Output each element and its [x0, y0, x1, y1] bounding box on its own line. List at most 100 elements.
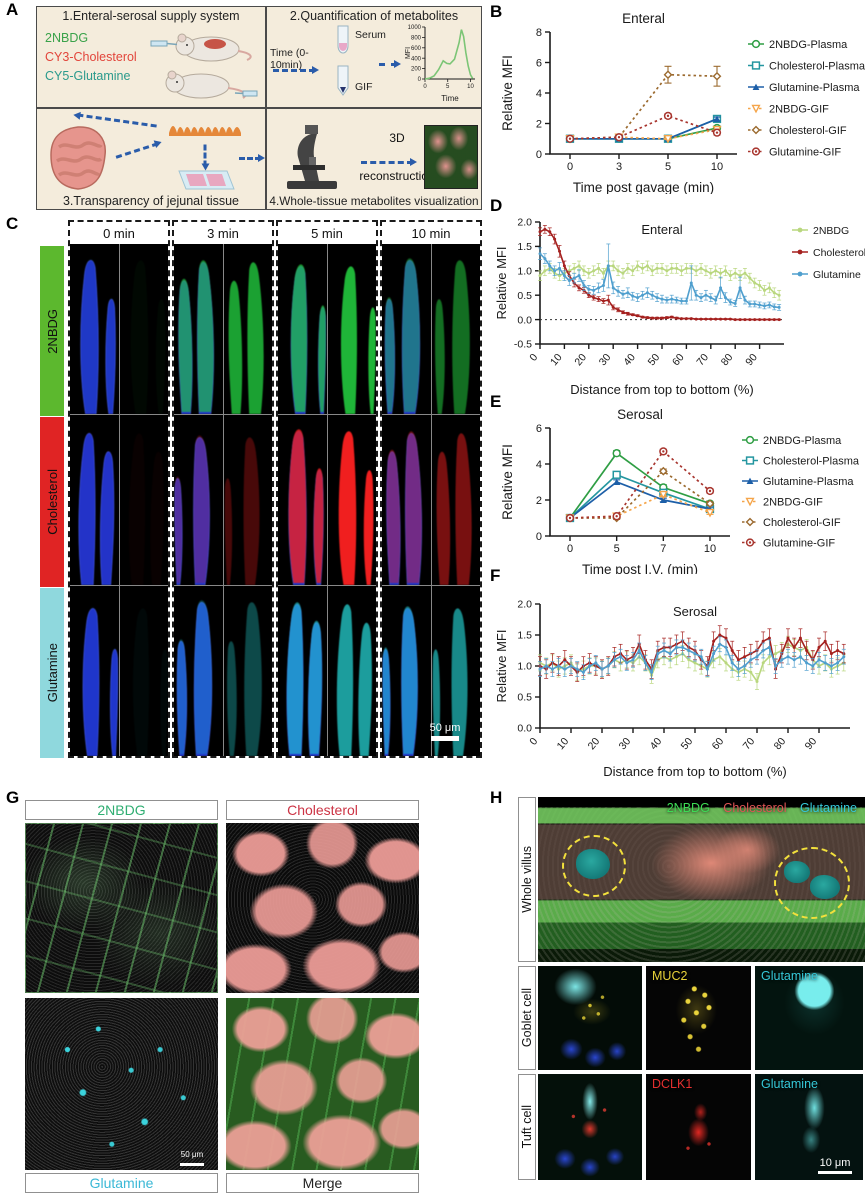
micrograph-2nbdg-3min-merge — [174, 244, 223, 414]
svg-text:Distance from top to bottom (%: Distance from top to bottom (%) — [570, 382, 754, 397]
svg-text:60: 60 — [670, 351, 687, 368]
svg-text:80: 80 — [719, 351, 736, 368]
row-label-2nbdg: 2NBDG — [44, 308, 60, 354]
reconstruction-label-line1: 3D — [389, 131, 405, 145]
svg-text:-0.5: -0.5 — [514, 339, 532, 351]
svg-text:Enteral: Enteral — [622, 11, 665, 26]
time-block-0min: 0 min — [68, 220, 170, 758]
svg-text:40: 40 — [648, 735, 665, 752]
svg-text:10: 10 — [548, 351, 565, 368]
panelA-box2: 2.Quantification of metabolites Time (0-… — [266, 6, 482, 108]
row-bar-cholesterol: Cholesterol — [40, 417, 64, 587]
svg-text:2NBDG-Plasma: 2NBDG-Plasma — [769, 39, 848, 51]
micrograph-glutamine-0min-merge — [70, 586, 119, 756]
panel-label-d: D — [490, 196, 503, 215]
micrograph-cholesterol-5min-channel — [327, 415, 376, 585]
panel-label-g: G — [6, 788, 20, 807]
svg-text:0.0: 0.0 — [517, 314, 532, 326]
svg-text:Cholesterol-GIF: Cholesterol-GIF — [769, 125, 847, 137]
chart-serosal-time: 0 2 4 6 0 5 7 10 Serosal Relative MFI Time post I.… — [500, 407, 860, 574]
svg-text:0: 0 — [536, 149, 542, 161]
mouse-gavage-illustration — [150, 33, 252, 62]
panel-label-e: E — [490, 392, 502, 411]
svg-text:Cholesterol-Plasma: Cholesterol-Plasma — [763, 455, 860, 467]
svg-text:2.0: 2.0 — [517, 599, 532, 611]
svg-text:6: 6 — [536, 57, 542, 69]
goblet-glutamine-label: Glutamine — [761, 969, 818, 983]
svg-text:2NBDG: 2NBDG — [813, 225, 849, 237]
panel-label-b: B — [490, 2, 503, 21]
svg-text:1.0: 1.0 — [517, 265, 532, 277]
tracer-2nbdg-label: 2NBDG — [45, 31, 89, 45]
time-header-10min: 10 min — [382, 222, 480, 244]
legend-2nbdg: 2NBDG — [666, 801, 710, 815]
h-image-goblet-glutamine: Glutamine — [755, 966, 863, 1070]
arrow-strip-to-slide — [203, 144, 207, 167]
micrograph-cholesterol-0min-channel — [119, 415, 168, 585]
panelA-box1-title: 1.Enteral-serosal supply system — [62, 9, 240, 23]
svg-text:10: 10 — [467, 84, 474, 90]
svg-text:20: 20 — [586, 735, 603, 752]
microscope-icon — [287, 125, 337, 189]
chart-enteral-time: 0 2 4 6 8 0 3 5 10 Enteral Relative MFI Time post g… — [500, 11, 865, 194]
svg-text:1.0: 1.0 — [517, 661, 532, 673]
gif-label: GIF — [355, 81, 373, 93]
reconstruction-label-line2: reconstruction — [359, 169, 435, 183]
svg-text:Enteral: Enteral — [641, 222, 682, 237]
micrograph-2nbdg-0min-merge — [70, 244, 119, 414]
svg-text:Glutamine-Plasma: Glutamine-Plasma — [763, 476, 854, 488]
svg-text:80: 80 — [772, 735, 789, 752]
svg-text:50: 50 — [679, 735, 696, 752]
g-image-2nbdg — [25, 823, 218, 993]
svg-text:0.5: 0.5 — [517, 290, 532, 302]
svg-text:Cholesterol-GIF: Cholesterol-GIF — [763, 517, 841, 529]
svg-text:Serosal: Serosal — [673, 604, 717, 619]
chart-serosal-profile: 0.0 0.5 1.0 1.5 2.0 0 10 20 30 40 50 60 70 80 90 Serosa… — [494, 599, 850, 779]
villus-strip-illustration — [169, 126, 241, 136]
micrograph-cholesterol-10min-merge — [382, 415, 431, 585]
svg-text:30: 30 — [597, 351, 614, 368]
svg-text:2NBDG-GIF: 2NBDG-GIF — [763, 496, 823, 508]
svg-text:5: 5 — [614, 543, 620, 555]
highlight-ring-left — [562, 835, 626, 897]
time-block-3min: 3 min — [172, 220, 274, 758]
svg-text:0: 0 — [418, 77, 422, 83]
arrow-tubes-to-chart — [379, 60, 401, 68]
micrograph-cholesterol-3min-channel — [223, 415, 272, 585]
svg-text:0: 0 — [527, 351, 540, 363]
panel-label-c: C — [6, 214, 19, 233]
arrow-time-to-tubes — [273, 66, 319, 74]
svg-text:5: 5 — [665, 161, 671, 173]
h-image-tuft-merge — [538, 1074, 642, 1180]
svg-text:0: 0 — [423, 84, 427, 90]
micrograph-2nbdg-5min-channel — [327, 244, 376, 414]
h-row-label-goblet: Goblet cell — [518, 966, 536, 1070]
svg-text:0: 0 — [567, 543, 573, 555]
svg-text:0: 0 — [527, 735, 540, 747]
chart-enteral-profile: -0.5 0.0 0.5 1.0 1.5 2.0 0 10 20 30 40 50 60 70 80 90 En… — [494, 217, 865, 397]
tracer-list: 2NBDG CY3-Cholesterol CY5-Glutamine — [45, 29, 137, 86]
svg-text:2: 2 — [536, 118, 542, 130]
muc2-label: MUC2 — [652, 969, 688, 983]
micrograph-glutamine-5min-channel — [327, 586, 376, 756]
svg-text:90: 90 — [743, 351, 760, 368]
micrograph-2nbdg-0min-channel — [119, 244, 168, 414]
panelA-box3: 3.Transparency of jejunal tissue — [36, 108, 266, 210]
svg-text:4: 4 — [536, 459, 542, 471]
panel-label-a: A — [6, 0, 19, 19]
mouse-iv-illustration — [165, 70, 258, 99]
h-image-tuft-glutamine: Glutamine 10 μm — [755, 1074, 863, 1180]
svg-text:7: 7 — [660, 543, 666, 555]
svg-text:800: 800 — [411, 36, 422, 42]
tracer-cy5-glutamine-label: CY5-Glutamine — [45, 69, 131, 83]
scale-bar-50um-panelG: 50 μm — [172, 1149, 212, 1166]
svg-text:Glutamine: Glutamine — [813, 269, 861, 281]
arrow-slide-to-microscope — [239, 154, 265, 162]
micrograph-2nbdg-10min-channel — [431, 244, 480, 414]
svg-text:10: 10 — [711, 161, 723, 173]
time-block-5min: 5 min — [276, 220, 378, 758]
svg-text:2: 2 — [536, 495, 542, 507]
micrograph-glutamine-5min-merge — [278, 586, 327, 756]
h-image-legend: 2NBDG Cholesterol Glutamine — [667, 801, 857, 815]
panel-label-h: H — [490, 788, 503, 807]
